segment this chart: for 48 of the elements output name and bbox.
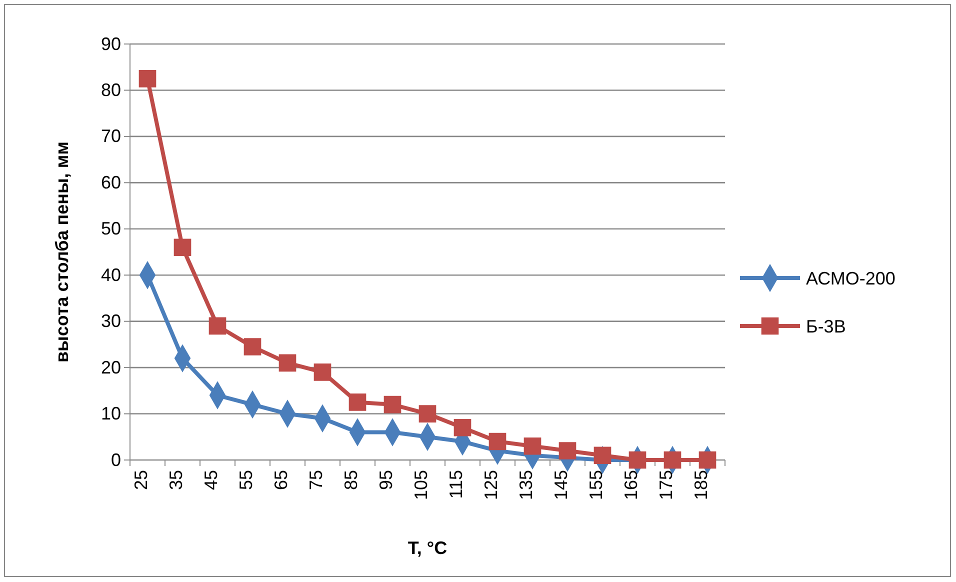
- y-axis-title: высота столба пены, мм: [52, 141, 72, 363]
- x-tick-label: 95: [376, 470, 396, 490]
- x-tick-label: 125: [480, 470, 501, 500]
- x-tick-label: 65: [270, 470, 291, 490]
- point: [524, 437, 542, 455]
- x-tick-label: 155: [586, 470, 606, 500]
- point: [138, 70, 156, 88]
- y-tick-label: 0: [110, 450, 121, 470]
- y-tick-label: 70: [100, 126, 121, 146]
- legend-label: Б-3В: [806, 316, 846, 336]
- x-tick-label: 175: [656, 470, 676, 500]
- point: [314, 364, 332, 381]
- x-tick-label: 145: [550, 470, 571, 500]
- x-tick-label: 55: [236, 470, 256, 490]
- y-tick-label: 50: [100, 218, 121, 239]
- x-tick-label: 35: [166, 470, 186, 490]
- y-tick-label: 40: [100, 264, 121, 285]
- x-axis-title: T, °C: [408, 538, 448, 558]
- x-tick-label: 165: [620, 470, 641, 500]
- point: [628, 451, 646, 469]
- x-tick-label: 75: [306, 470, 326, 490]
- y-tick-label: 30: [100, 311, 121, 332]
- point: [488, 432, 506, 450]
- x-tick-label: 135: [516, 470, 536, 500]
- x-tick-label: 115: [446, 470, 466, 499]
- point: [278, 354, 296, 372]
- point: [348, 394, 366, 411]
- point: [174, 238, 192, 256]
- legend-label: АСМО-200: [806, 268, 896, 288]
- x-tick-label: 185: [690, 470, 711, 500]
- point: [208, 317, 226, 335]
- point: [698, 451, 716, 469]
- x-tick-label: 45: [200, 470, 221, 490]
- point: [594, 446, 612, 464]
- y-tick-label: 90: [100, 34, 121, 54]
- point: [384, 396, 402, 414]
- y-tick-label: 60: [100, 172, 121, 192]
- x-tick-label: 25: [130, 470, 151, 490]
- y-tick-label: 80: [100, 80, 121, 100]
- point: [664, 451, 682, 469]
- point: [558, 442, 576, 460]
- y-tick-label: 20: [100, 357, 121, 378]
- y-tick-label: 10: [100, 404, 121, 424]
- x-tick-label: 85: [340, 470, 361, 490]
- point: [244, 338, 262, 356]
- point: [418, 405, 436, 422]
- point: [454, 418, 472, 436]
- x-tick-label: 105: [410, 470, 431, 500]
